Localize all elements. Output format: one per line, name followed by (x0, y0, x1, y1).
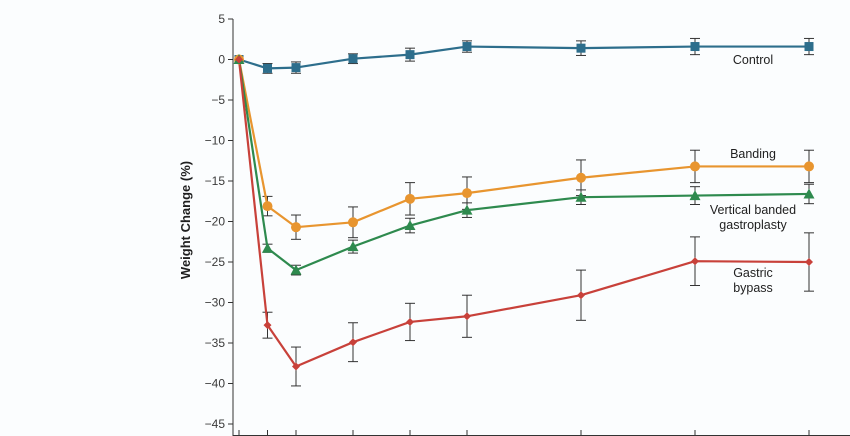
series-label-gastric-bypass: Gastric bypass (733, 266, 773, 295)
data-point (576, 172, 586, 183)
data-point (461, 204, 473, 215)
data-point (691, 257, 699, 266)
series-labels: Control Banding Vertical banded gastroplast… (710, 53, 796, 295)
data-point (463, 312, 471, 321)
data-point (803, 188, 815, 199)
data-point (349, 338, 357, 347)
data-point (804, 161, 814, 172)
series-label-control: Control (733, 53, 773, 67)
data-point (291, 222, 301, 233)
series-label-line: Vertical banded (710, 203, 796, 217)
series-line-vertical-banded-gastroplasty (237, 59, 810, 272)
data-point (804, 42, 814, 52)
data-point (262, 242, 273, 253)
series-label-line: gastroplasty (719, 218, 787, 232)
data-point (805, 258, 813, 266)
y-tick-label: −15 (205, 174, 226, 188)
data-point (235, 55, 243, 64)
y-tick-label: −5 (211, 93, 225, 107)
data-point (690, 42, 700, 52)
data-point (404, 220, 416, 231)
series-label-line: Banding (730, 147, 776, 161)
data-point (575, 191, 587, 202)
y-tick-label: −30 (205, 296, 226, 310)
data-point (576, 43, 586, 53)
data-point (405, 50, 415, 60)
y-tick-label: −35 (205, 336, 226, 350)
data-point (348, 217, 358, 228)
data-point (292, 362, 300, 371)
y-tick-label: −10 (205, 134, 226, 148)
series-label-banding: Banding (730, 147, 776, 161)
data-point (690, 161, 700, 172)
y-tick-label: 0 (218, 53, 225, 67)
data-point (348, 54, 358, 64)
data-point (347, 241, 359, 252)
y-axis-title: Weight Change (%) (178, 161, 193, 279)
data-point (406, 317, 414, 326)
y-tick-label: −20 (205, 215, 226, 229)
data-point (263, 321, 272, 330)
data-point (290, 264, 302, 275)
series-markers (233, 42, 815, 371)
y-tick-label: −45 (205, 417, 226, 431)
data-point (577, 291, 585, 300)
series-label-line: bypass (733, 281, 773, 295)
series-label-line: Gastric (733, 266, 773, 280)
y-tick-label: 5 (218, 12, 225, 26)
data-point (689, 190, 701, 201)
data-point (462, 42, 472, 52)
series-line-control (238, 45, 809, 70)
data-point (405, 193, 415, 204)
data-point (263, 63, 272, 73)
data-point (462, 188, 472, 199)
y-tick-label: −40 (205, 377, 226, 391)
series-label-vertical-banded-gastroplasty: Vertical banded gastroplasty (710, 203, 796, 232)
y-tick-label: −25 (205, 255, 226, 269)
data-point (262, 201, 273, 212)
data-point (291, 63, 301, 73)
series-label-line: Control (733, 53, 773, 67)
